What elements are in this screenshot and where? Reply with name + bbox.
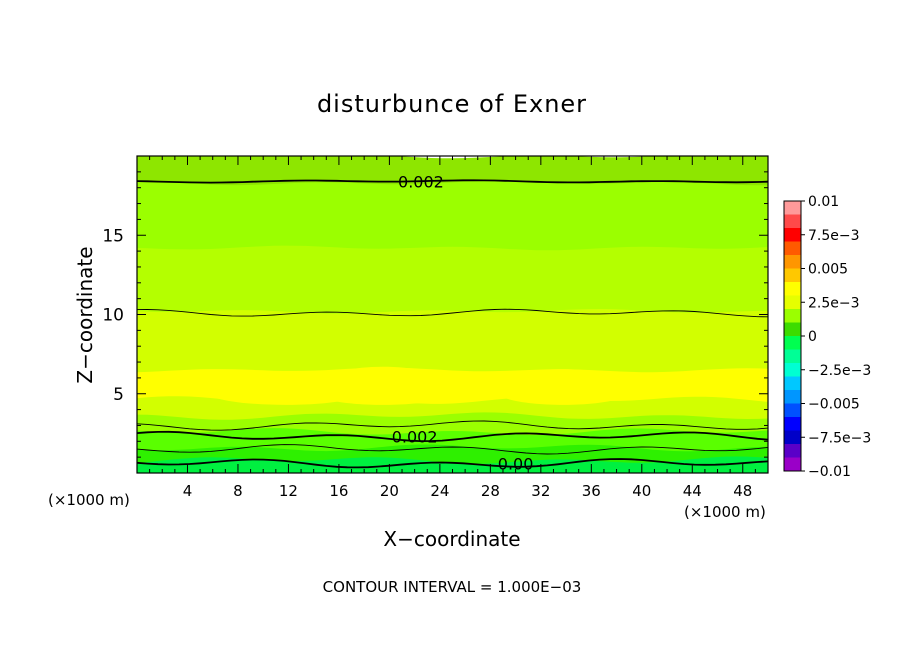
colorbar-swatch	[784, 295, 801, 310]
contour-interval-note: CONTOUR INTERVAL = 1.000E−03	[323, 578, 582, 596]
colorbar-label: 2.5e−3	[808, 295, 860, 311]
plot-area	[137, 156, 768, 473]
x-tick-label: 12	[279, 482, 298, 500]
colorbar-swatch	[784, 336, 801, 350]
colorbar-swatch	[784, 309, 801, 323]
colorbar-label: 0.005	[808, 262, 848, 278]
x-tick-label: 24	[430, 482, 449, 500]
colorbar-label: 0	[808, 329, 817, 345]
colorbar-swatch	[784, 349, 801, 364]
max-region	[206, 366, 630, 405]
colorbar-swatch	[784, 444, 801, 458]
contour-label-group: 0.002 0.002 0.00	[392, 172, 534, 473]
x-unit-left: (×1000 m)	[48, 491, 130, 509]
colorbar-swatch	[784, 376, 801, 391]
colorbar-label: −7.5e−3	[808, 430, 871, 446]
contour-line	[137, 308, 768, 318]
colorbar-swatch	[784, 268, 801, 283]
x-tick-label: 8	[233, 482, 243, 500]
colorbar-swatch	[784, 241, 801, 256]
contour-line	[137, 179, 768, 184]
colorbar-swatch	[784, 417, 801, 431]
x-tick-label: 4	[183, 482, 193, 500]
colorbar-swatch	[784, 214, 801, 229]
x-axis-label: X−coordinate	[383, 527, 520, 551]
y-tick-label: 15	[102, 226, 124, 246]
contour-label: 0.00	[498, 454, 534, 473]
x-tick-label: 44	[683, 482, 702, 500]
max-blob	[313, 366, 453, 405]
contour-line	[137, 444, 768, 455]
x-tick-label: 20	[380, 482, 399, 500]
colorbar-swatch	[784, 201, 801, 215]
contour-lines	[137, 179, 768, 469]
field-band	[137, 456, 768, 473]
contour-line	[137, 420, 768, 431]
colorbar-label: 0.01	[808, 194, 839, 210]
y-tick-label: 5	[113, 385, 124, 405]
colorbar-swatch	[784, 228, 801, 242]
y-axis-label: Z−coordinate	[73, 246, 97, 383]
x-tick-label: 48	[733, 482, 752, 500]
contour-label: 0.002	[392, 428, 438, 447]
colorbar-swatch	[784, 282, 801, 296]
colorbar-swatch	[784, 390, 801, 404]
colorbar-swatch	[784, 255, 801, 269]
colorbar-label: −2.5e−3	[808, 363, 871, 379]
y-tick-label: 10	[102, 306, 124, 326]
x-tick-label: 36	[582, 482, 601, 500]
max-blob	[496, 369, 630, 405]
colorbar-label: 7.5e−3	[808, 228, 860, 244]
x-tick-label: 32	[531, 482, 550, 500]
chart-title: disturbunce of Exner	[317, 90, 587, 118]
contour-line	[137, 458, 768, 469]
contour-line	[137, 430, 768, 443]
x-tick-label: 40	[632, 482, 651, 500]
colorbar-swatch	[784, 430, 801, 445]
colorbar-swatch	[784, 363, 801, 377]
colorbar-swatch	[784, 457, 801, 472]
x-unit-right: (×1000 m)	[684, 503, 766, 521]
colorbar-label: −0.005	[808, 397, 860, 413]
colorbar-swatch	[784, 403, 801, 418]
x-tick-label: 28	[481, 482, 500, 500]
colorbar: 0.01 7.5e−3 0.005 2.5e−3 0 −2.5e−3 −0.005 −7.5e…	[783, 194, 871, 480]
colorbar-swatch	[784, 322, 801, 337]
x-tick-label: 16	[329, 482, 348, 500]
colorbar-label: −0.01	[808, 464, 851, 480]
contour-label: 0.002	[398, 172, 444, 191]
